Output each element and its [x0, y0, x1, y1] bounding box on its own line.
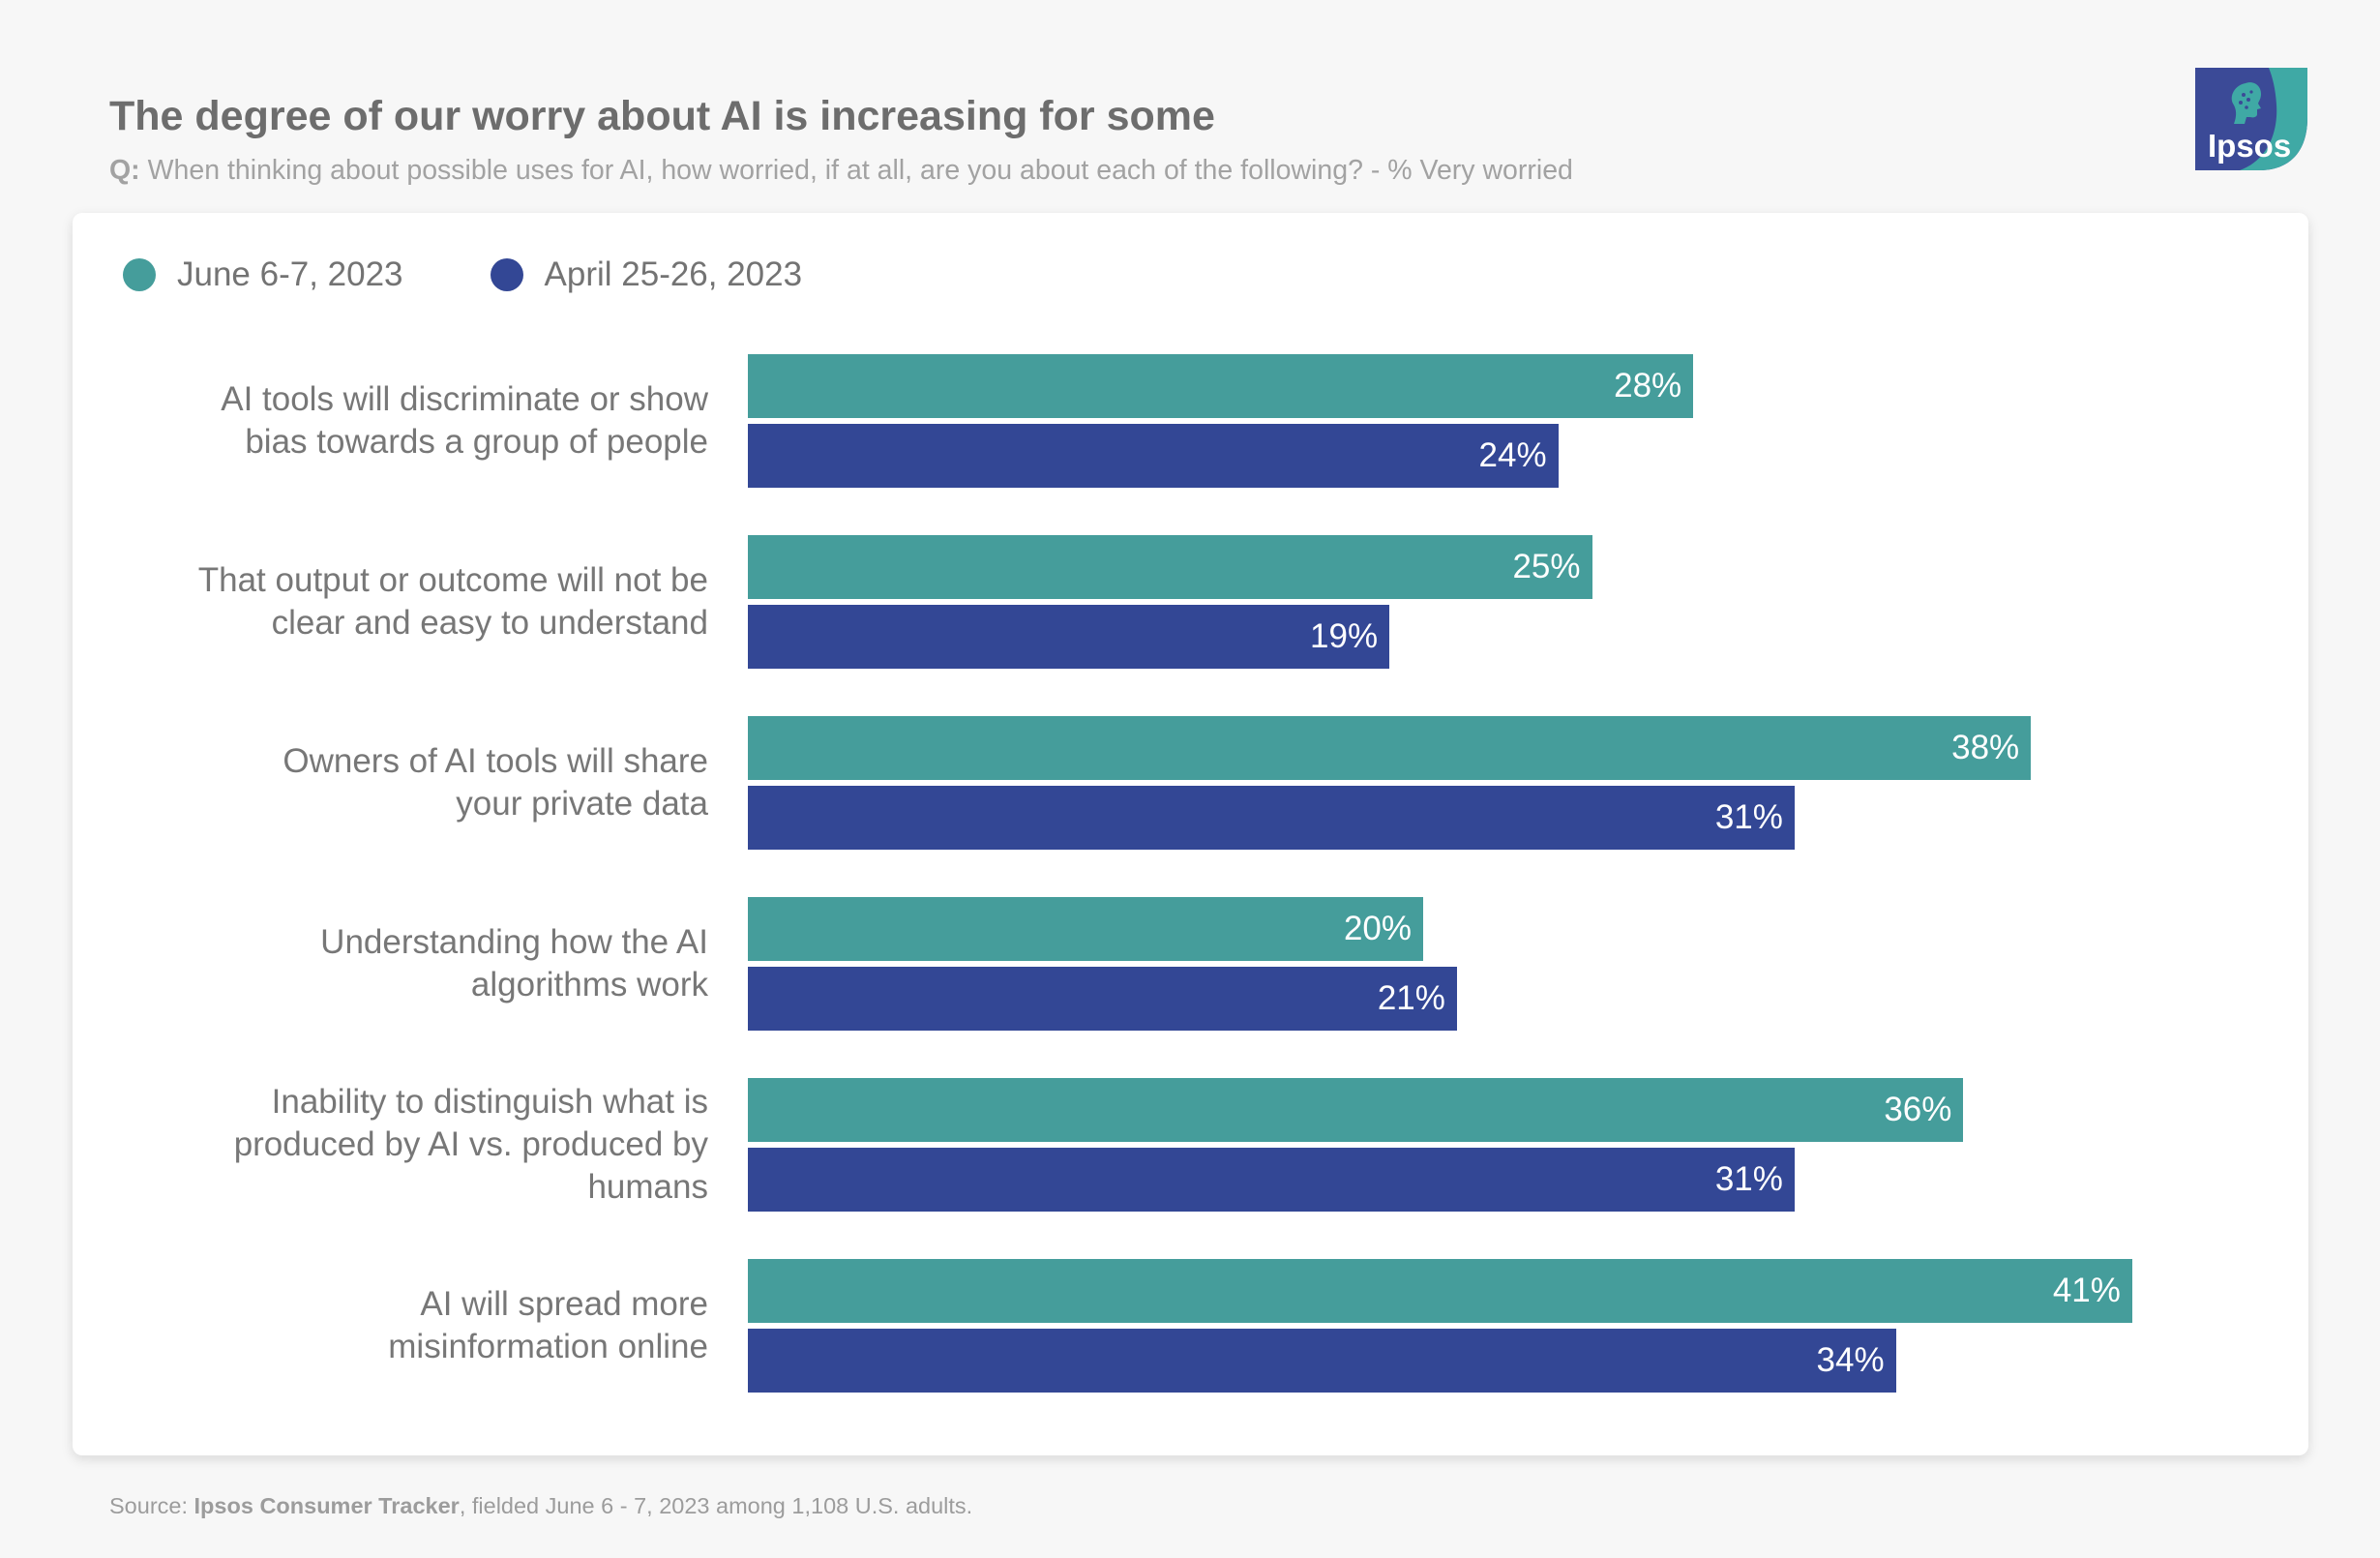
category-label-line: produced by AI vs. produced by: [233, 1125, 708, 1163]
question-subtitle: Q: When thinking about possible uses for…: [109, 155, 1573, 187]
category-label-line: your private data: [456, 785, 708, 823]
source-footnote: Source: Ipsos Consumer Tracker, fielded …: [109, 1493, 972, 1519]
logo-accent: [2240, 68, 2307, 170]
bar-value-label: 31%: [1714, 798, 1783, 836]
category-label-line: clear and easy to understand: [271, 604, 708, 642]
bar-value-label: 21%: [1377, 979, 1445, 1017]
category-label-line: AI tools will discriminate or show: [221, 380, 708, 418]
bar-april: [748, 967, 1457, 1031]
bar-value-label: 25%: [1512, 548, 1581, 585]
bar-value-label: 20%: [1343, 910, 1412, 947]
bar-value-label: 34%: [1816, 1341, 1885, 1379]
category-label-line: Inability to distinguish what is: [271, 1083, 708, 1121]
bar-june: [748, 716, 2032, 780]
legend-item-june: June 6-7, 2023: [123, 255, 403, 294]
category-label-line: That output or outcome will not be: [197, 561, 708, 599]
legend-swatch-april: [490, 258, 523, 291]
bar-april: [748, 1148, 1795, 1212]
bar-value-label: 24%: [1478, 436, 1547, 474]
question-prefix: Q:: [109, 155, 140, 186]
legend-label-june: June 6-7, 2023: [177, 255, 403, 293]
logo-head-icon: [2231, 82, 2261, 124]
bar-june: [748, 354, 1694, 418]
bar-april: [748, 605, 1390, 669]
category-label: Owners of AI tools will share your privat…: [108, 740, 708, 825]
category-label: Understanding how the AI algorithms work: [108, 921, 708, 1006]
category-label: Inability to distinguish what is produced…: [108, 1081, 708, 1209]
bar-june: [748, 897, 1423, 961]
category-label-line: bias towards a group of people: [245, 423, 708, 461]
logo-text: Ipsos: [2208, 128, 2291, 164]
category-label: AI will spread more misinformation online: [108, 1283, 708, 1368]
category-label-line: Owners of AI tools will share: [283, 742, 708, 780]
bar-value-label: 36%: [1884, 1091, 1952, 1128]
chart-legend: June 6-7, 2023 April 25-26, 2023: [123, 255, 889, 294]
bar-value-label: 19%: [1310, 617, 1379, 655]
ipsos-logo: Ipsos: [2195, 68, 2307, 170]
legend-swatch-june: [123, 258, 156, 291]
category-label-line: AI will spread more: [420, 1285, 708, 1323]
bar-value-label: 31%: [1714, 1160, 1783, 1198]
legend-label-april: April 25-26, 2023: [544, 255, 803, 293]
source-prefix: Source:: [109, 1493, 194, 1518]
bar-june: [748, 1078, 1964, 1142]
page-title: The degree of our worry about AI is incr…: [109, 93, 1215, 139]
bar-june: [748, 535, 1592, 599]
category-label-line: algorithms work: [470, 966, 708, 1004]
bar-value-label: 38%: [1951, 729, 2020, 766]
ipsos-logo-mark: Ipsos: [2195, 68, 2307, 170]
legend-item-april: April 25-26, 2023: [490, 255, 803, 294]
bar-april: [748, 786, 1795, 850]
question-text: When thinking about possible uses for AI…: [147, 155, 1573, 186]
bar-value-label: 28%: [1614, 367, 1682, 404]
bar-value-label: 41%: [2052, 1272, 2121, 1309]
source-name: Ipsos Consumer Tracker: [193, 1493, 460, 1518]
bar-june: [748, 1259, 2132, 1323]
category-label-line: misinformation online: [388, 1328, 708, 1365]
category-label-line: Understanding how the AI: [320, 923, 708, 961]
category-label-line: humans: [587, 1168, 708, 1206]
bar-april: [748, 1329, 1896, 1393]
category-label: That output or outcome will not be clear …: [108, 559, 708, 644]
bar-april: [748, 424, 1559, 488]
category-label: AI tools will discriminate or show bias t…: [108, 378, 708, 464]
source-details: , fielded June 6 - 7, 2023 among 1,108 U…: [459, 1493, 973, 1518]
